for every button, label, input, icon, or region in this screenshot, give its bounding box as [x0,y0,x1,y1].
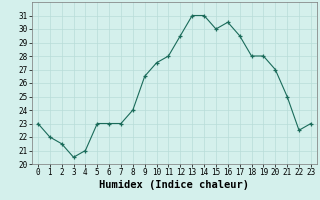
X-axis label: Humidex (Indice chaleur): Humidex (Indice chaleur) [100,180,249,190]
